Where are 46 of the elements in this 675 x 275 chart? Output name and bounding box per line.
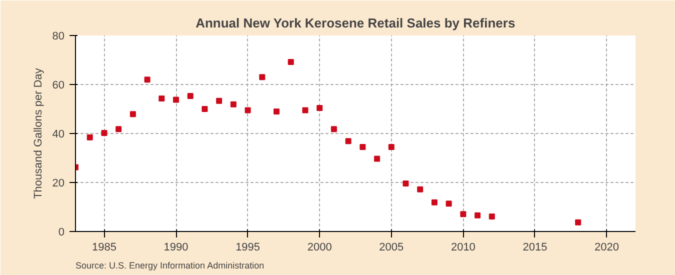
x-tick-label: 2010 bbox=[450, 242, 476, 254]
y-tick-label: 40 bbox=[52, 128, 65, 140]
point bbox=[488, 214, 495, 220]
y-tick-label: 60 bbox=[52, 80, 65, 92]
x-tick-label: 2005 bbox=[379, 242, 404, 254]
x-tick-label: 1985 bbox=[92, 242, 116, 254]
point bbox=[116, 126, 122, 132]
point bbox=[101, 130, 108, 136]
point bbox=[374, 156, 380, 162]
chart-title: Annual New York Kerosene Retail Sales by Refiners bbox=[196, 16, 516, 30]
point bbox=[474, 212, 481, 218]
point bbox=[259, 74, 266, 80]
point bbox=[230, 101, 236, 108]
point bbox=[244, 107, 251, 114]
point bbox=[288, 58, 294, 65]
point bbox=[360, 144, 366, 150]
point bbox=[316, 105, 323, 112]
point bbox=[446, 200, 452, 207]
point bbox=[158, 95, 165, 102]
point bbox=[402, 180, 409, 186]
x-tick-label: 1995 bbox=[236, 242, 260, 254]
point bbox=[431, 199, 438, 206]
point bbox=[202, 106, 208, 112]
source-note: Source: U.S. Energy Information Administration bbox=[76, 260, 264, 270]
point bbox=[330, 126, 337, 132]
y-axis-title: Thousand Gallons per Day bbox=[32, 68, 44, 199]
x-tick-label: 2015 bbox=[522, 242, 548, 254]
x-tick-label: 1990 bbox=[164, 242, 188, 254]
point bbox=[216, 98, 222, 104]
point bbox=[417, 186, 424, 192]
point bbox=[144, 76, 150, 83]
x-tick-label: 2000 bbox=[307, 242, 332, 254]
y-tick-label: 20 bbox=[52, 178, 65, 190]
point bbox=[388, 144, 394, 150]
point bbox=[130, 111, 136, 118]
x-tick-label: 2020 bbox=[594, 242, 620, 254]
point bbox=[345, 138, 352, 144]
y-tick-label: 80 bbox=[52, 30, 65, 42]
point bbox=[187, 93, 194, 100]
point bbox=[173, 96, 180, 103]
point bbox=[86, 134, 93, 140]
y-tick-label: 0 bbox=[58, 226, 65, 238]
point bbox=[575, 219, 582, 226]
point bbox=[460, 211, 466, 218]
point bbox=[302, 107, 308, 114]
point bbox=[274, 108, 280, 114]
